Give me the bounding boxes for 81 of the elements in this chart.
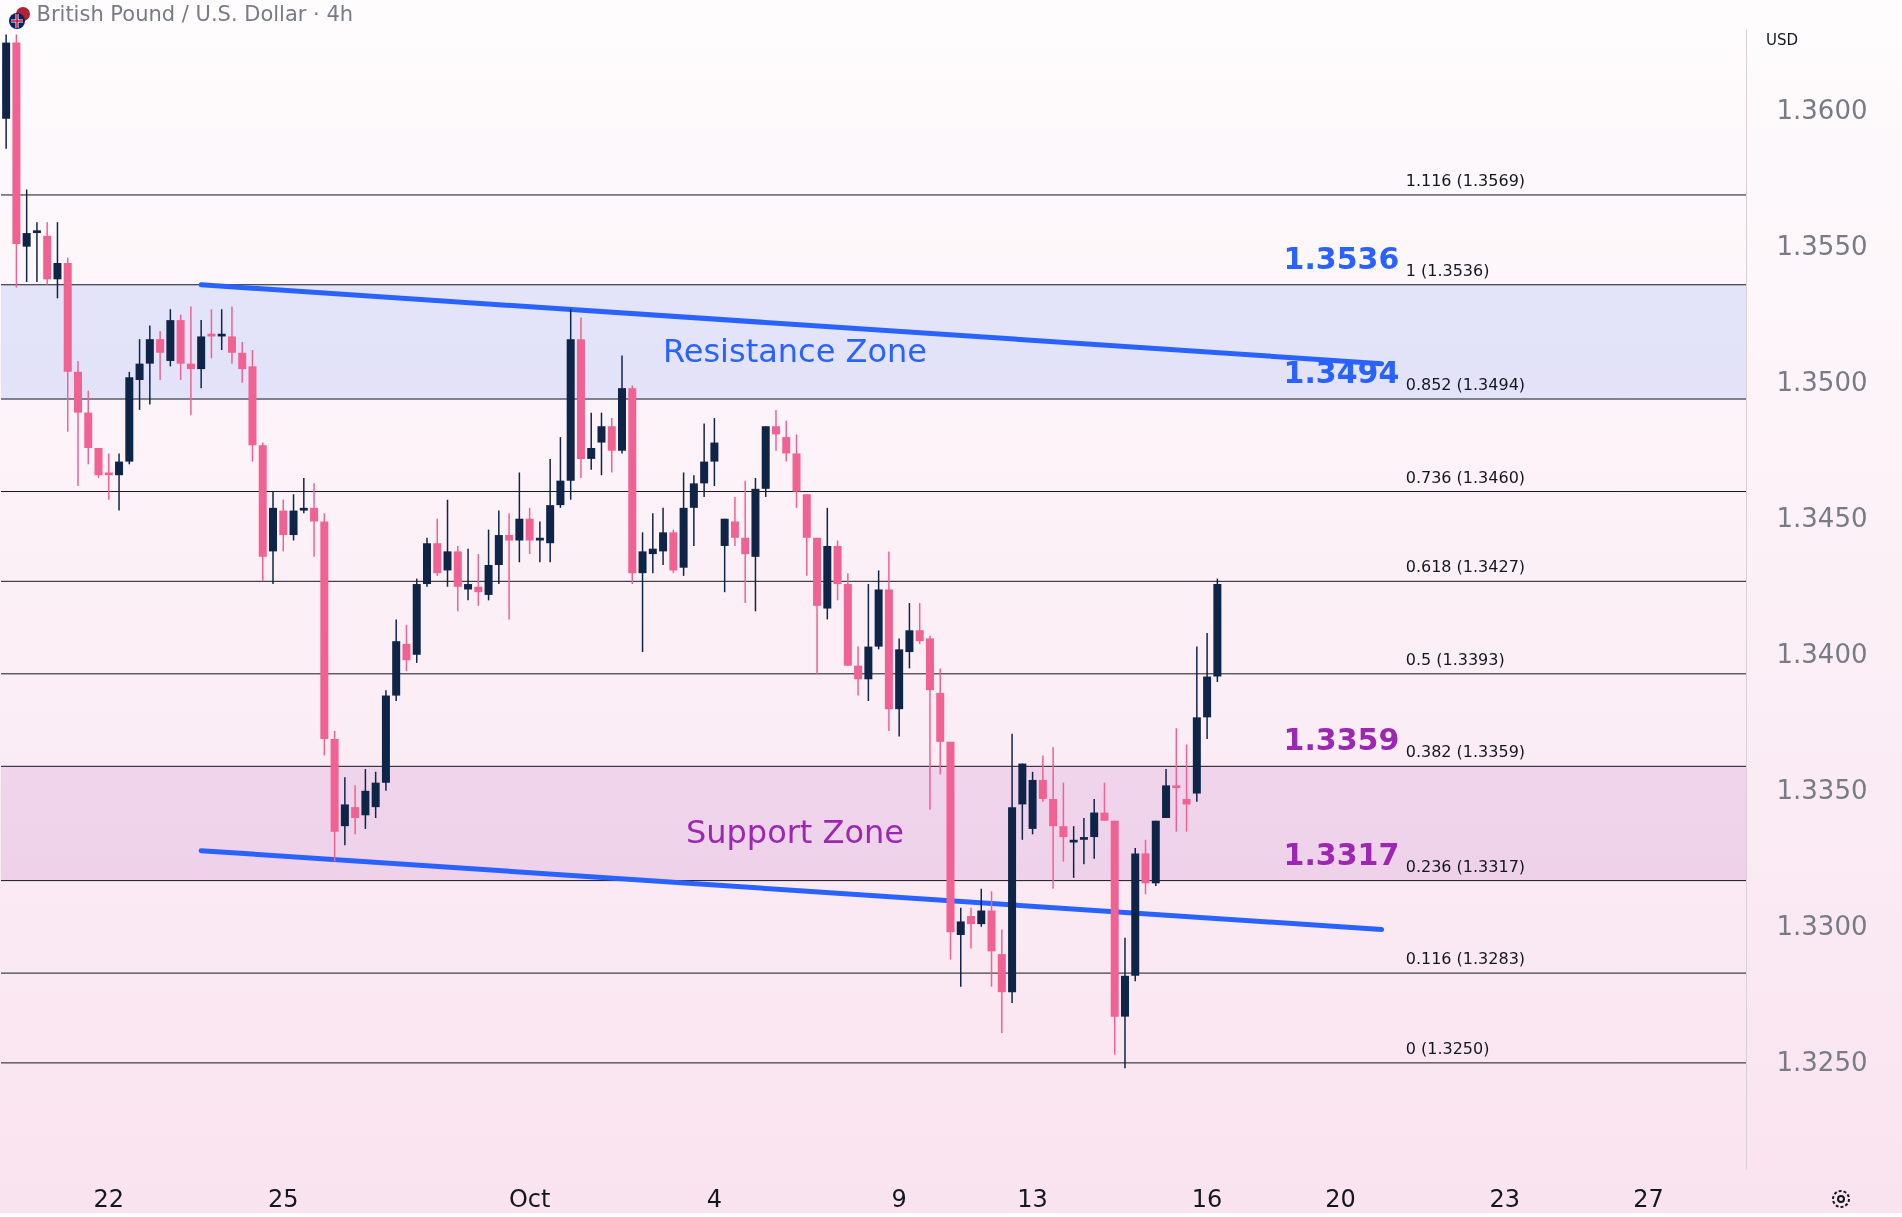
- candlestick: [135, 338, 144, 411]
- candlestick: [905, 602, 914, 670]
- ref-line-label: 0.852 (1.3494): [1405, 375, 1526, 395]
- candlestick: [700, 422, 709, 498]
- candlestick: [464, 547, 473, 602]
- y-tick-label: 1.3500: [1776, 367, 1868, 398]
- x-tick-label: 22: [93, 1184, 125, 1213]
- x-tick-label: 4: [706, 1184, 723, 1213]
- band-label: Resistance Zone: [662, 331, 928, 370]
- y-tick-label: 1.3600: [1776, 95, 1868, 126]
- x-tick-label: 9: [891, 1184, 907, 1213]
- ref-line-label: 1 (1.3536): [1405, 260, 1490, 280]
- candlestick: [443, 498, 452, 588]
- candlestick: [32, 221, 41, 283]
- candlestick: [156, 330, 165, 381]
- candlestick: [659, 507, 668, 566]
- candlestick: [915, 602, 924, 645]
- candlestick: [730, 496, 739, 547]
- candlestick: [299, 477, 308, 515]
- y-tick-label: 1.3400: [1776, 639, 1868, 670]
- candlestick: [115, 452, 124, 512]
- text: USD: [1766, 31, 1799, 49]
- ref-line-label: 0.236 (1.3317): [1405, 856, 1526, 876]
- candlestick: [515, 471, 524, 564]
- x-tick-label: 20: [1325, 1184, 1356, 1213]
- chart-title: British Pound / U.S. Dollar · 4h: [36, 2, 354, 26]
- candlestick: [1100, 781, 1109, 822]
- candlestick: [587, 411, 596, 471]
- ref-line-label: 0.5 (1.3393): [1405, 649, 1505, 669]
- y-tick-label: 1.3550: [1776, 231, 1868, 262]
- y-tick-label: 1.3250: [1776, 1047, 1868, 1078]
- ref-line-label: 0.736 (1.3460): [1405, 467, 1526, 487]
- candlestick: [474, 553, 483, 607]
- y-tick-label: 1.3300: [1776, 911, 1868, 942]
- candlestick: [1182, 743, 1191, 833]
- annotation: 1.3317: [1283, 836, 1400, 872]
- candlestick: [648, 512, 657, 574]
- candlestick: [340, 776, 349, 846]
- candlestick: [351, 784, 360, 836]
- candlestick: [1059, 781, 1068, 863]
- ref-line-label: 0.116 (1.3283): [1405, 949, 1526, 969]
- candlestick: [1069, 825, 1078, 879]
- annotation: 1.3359: [1283, 722, 1400, 758]
- candlestick: [525, 507, 534, 555]
- candlestick: [1172, 727, 1181, 833]
- candlestick: [53, 221, 62, 300]
- y-tick-label: 1.3350: [1776, 775, 1868, 806]
- candlestick: [967, 907, 976, 950]
- y-tick-label: 1.3450: [1776, 503, 1868, 534]
- candlestick: [782, 420, 791, 463]
- candlestick: [104, 452, 113, 501]
- candlestick: [1079, 817, 1088, 866]
- candlestick: [854, 645, 863, 697]
- candlestick: [1038, 754, 1047, 803]
- ref-line-label: 1.116 (1.3569): [1405, 170, 1526, 190]
- candlestick: [505, 512, 514, 621]
- annotation: 1.3536: [1283, 240, 1400, 276]
- x-tick-label: 27: [1633, 1184, 1664, 1213]
- x-tick-label: Oct: [508, 1184, 551, 1213]
- candlestick: [186, 305, 195, 417]
- band-label: Support Zone: [685, 813, 905, 852]
- x-tick-label: 16: [1191, 1184, 1223, 1213]
- candlestick: [956, 907, 965, 988]
- ref-line-label: 0.618 (1.3427): [1405, 557, 1526, 577]
- x-tick-label: 13: [1017, 1184, 1048, 1213]
- candlestick: [535, 520, 544, 564]
- ref-line-label: 0 (1.3250): [1405, 1038, 1490, 1058]
- candlestick: [227, 305, 236, 365]
- candlestick: [741, 479, 750, 604]
- candlestick: [597, 411, 606, 476]
- ref-line-label: 0.382 (1.3359): [1405, 742, 1526, 762]
- candlestick: [977, 888, 986, 928]
- candlestick: [238, 341, 247, 384]
- candlestick: [771, 409, 780, 452]
- candlestick: [310, 482, 319, 558]
- candlestick: [710, 417, 719, 487]
- x-tick-label: 25: [268, 1184, 299, 1213]
- candlestick: [402, 624, 411, 672]
- candlestick: [22, 188, 31, 283]
- x-tick-label: 23: [1489, 1184, 1521, 1213]
- candlestick: [638, 531, 647, 653]
